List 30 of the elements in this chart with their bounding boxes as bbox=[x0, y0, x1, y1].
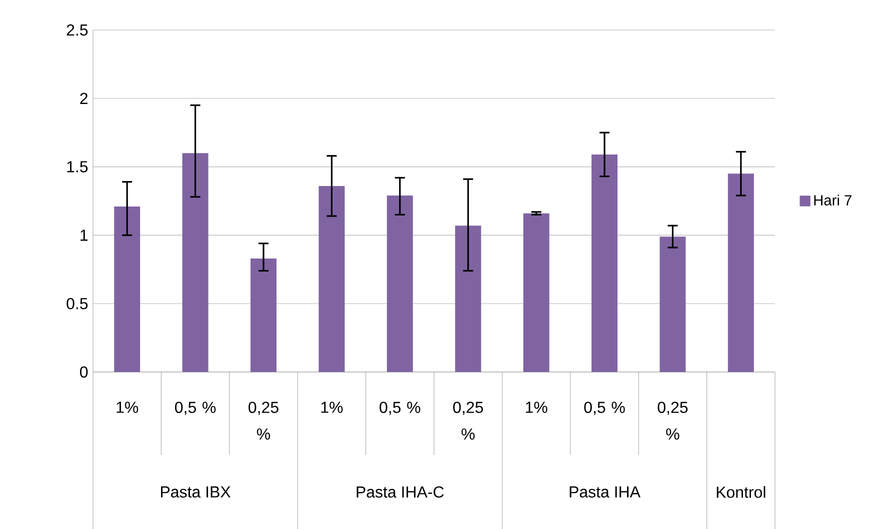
x-tick-label: 0,5 % bbox=[584, 402, 625, 415]
text: Pasta IBX bbox=[161, 486, 231, 498]
bar bbox=[523, 213, 550, 372]
x-tick-label: 0,5 % bbox=[175, 402, 216, 415]
x-tick-label: 0,25 % bbox=[453, 402, 483, 440]
x-tick-label: 1% bbox=[526, 402, 548, 413]
x-tick-label: 0,25 % bbox=[248, 402, 278, 440]
x-tick-label: 1% bbox=[116, 402, 138, 413]
bar bbox=[592, 154, 618, 372]
y-tick-label: 1.5 bbox=[67, 161, 88, 172]
bar bbox=[455, 226, 482, 372]
y-tick-label: 2 bbox=[80, 92, 88, 104]
bar bbox=[660, 236, 686, 372]
bar bbox=[386, 195, 413, 372]
text: Pasta IHA bbox=[570, 486, 640, 498]
y-tick-label: 0 bbox=[80, 366, 88, 378]
y-tick-label: 2.5 bbox=[66, 24, 88, 36]
bar bbox=[728, 174, 754, 372]
bar bbox=[114, 206, 140, 372]
text: Pasta IHA-C bbox=[356, 486, 444, 498]
x-tick-label: 1% bbox=[321, 402, 343, 413]
bar bbox=[182, 153, 208, 372]
bar bbox=[318, 186, 345, 372]
x-tick-label: 0,25 % bbox=[658, 402, 688, 440]
legend-label: Hari 7 bbox=[814, 194, 852, 206]
bar bbox=[250, 258, 277, 372]
y-tick-label: 0.5 bbox=[66, 298, 88, 310]
x-tick-label: 0,5 % bbox=[380, 402, 420, 415]
text: Kontrol bbox=[716, 486, 766, 498]
y-tick-label: 1 bbox=[80, 230, 88, 241]
